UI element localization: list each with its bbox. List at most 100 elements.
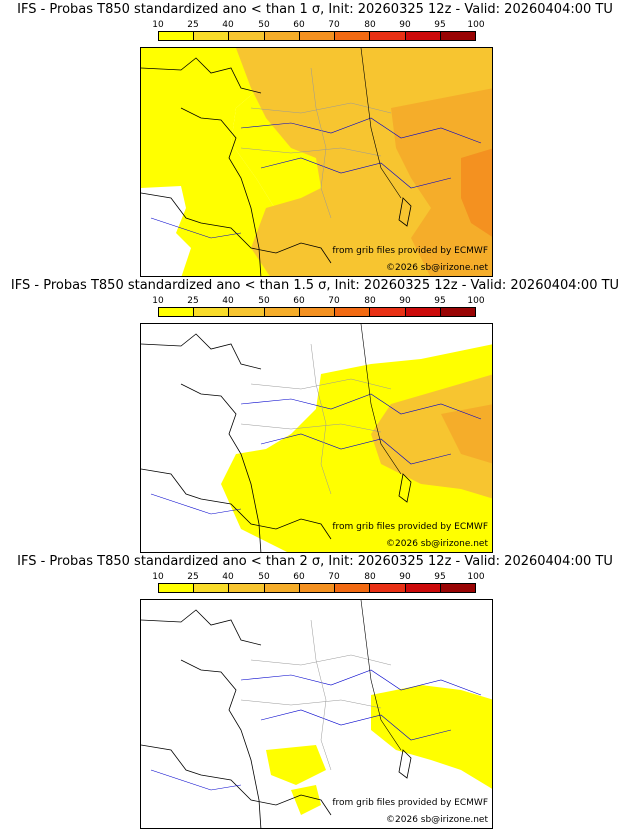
map-panel-3: IFS - Probas T850 standardized ano < tha… [0, 552, 630, 829]
region-boundary [240, 147, 382, 157]
colorbar-labels: 10 25 40 50 60 70 80 90 95 100 [140, 296, 484, 307]
prob-fill-60 [461, 148, 492, 237]
colorbar-swatch [194, 584, 230, 592]
colorbar-tick-label: 10 [152, 572, 164, 582]
river [150, 217, 242, 239]
colorbar-tick-label: 70 [328, 572, 340, 582]
colorbar-tick-label: 50 [258, 296, 270, 306]
data-credit: from grib files provided by ECMWF [332, 522, 488, 532]
region-boundary [310, 619, 332, 771]
prob-fill-low [371, 685, 492, 789]
colorbar-tick-label: 100 [467, 296, 485, 306]
coastline [141, 744, 332, 816]
colorbar-tick-label: 80 [364, 296, 376, 306]
colorbar-swatch [159, 584, 195, 592]
colorbar-swatch [194, 32, 230, 40]
region-boundary [310, 67, 332, 219]
map-panel-1: IFS - Probas T850 standardized ano < tha… [0, 0, 630, 277]
colorbar [158, 583, 476, 593]
coastline [180, 107, 262, 276]
colorbar-swatch [440, 32, 475, 40]
colorbar-tick-label: 50 [258, 572, 270, 582]
panel-title: IFS - Probas T850 standardized ano < tha… [10, 278, 620, 293]
colorbar-swatch [335, 32, 371, 40]
probability-map: from grib files provided by ECMWF ©2026 … [140, 599, 493, 829]
colorbar-swatch [440, 584, 475, 592]
region-boundary [240, 699, 382, 709]
colorbar-swatch [159, 308, 195, 316]
map-graphic [141, 600, 492, 828]
colorbar-tick-label: 90 [399, 20, 411, 30]
corsica-outline [398, 749, 412, 779]
data-credit: from grib files provided by ECMWF [332, 246, 488, 256]
colorbar-tick-label: 40 [222, 20, 234, 30]
colorbar-tick-label: 95 [434, 20, 446, 30]
prob-fill-50 [441, 404, 492, 464]
coastline [180, 383, 262, 552]
colorbar-swatch [370, 308, 406, 316]
colorbar-tick-label: 25 [187, 20, 199, 30]
colorbar-swatch [370, 32, 406, 40]
river [150, 493, 242, 515]
colorbar-tick-label: 40 [222, 296, 234, 306]
prob-fill-50 [391, 88, 492, 276]
panel-title: IFS - Probas T850 standardized ano < tha… [17, 554, 613, 569]
map-panel-2: IFS - Probas T850 standardized ano < tha… [0, 276, 630, 553]
colorbar-labels: 10 25 40 50 60 70 80 90 95 100 [140, 572, 484, 583]
colorbar-swatch [229, 584, 265, 592]
colorbar-tick-label: 70 [328, 296, 340, 306]
colorbar-swatch [194, 308, 230, 316]
colorbar-tick-label: 90 [399, 296, 411, 306]
river [240, 393, 482, 420]
copyright-credit: ©2026 sb@irizone.net [386, 539, 488, 549]
coastline [180, 659, 262, 828]
coastline [141, 609, 262, 646]
copyright-credit: ©2026 sb@irizone.net [386, 815, 488, 825]
coastline [141, 57, 262, 94]
colorbar-tick-label: 90 [399, 572, 411, 582]
colorbar-tick-label: 70 [328, 20, 340, 30]
region-boundary [250, 102, 392, 114]
prob-fill-40 [371, 374, 492, 499]
prob-fill-low [266, 745, 326, 785]
colorbar-tick-label: 95 [434, 296, 446, 306]
colorbar [158, 307, 476, 317]
colorbar-swatch [264, 584, 300, 592]
colorbar-tick-label: 25 [187, 296, 199, 306]
colorbar-swatch [440, 308, 475, 316]
river [150, 769, 242, 791]
region-boundary [240, 423, 382, 433]
river [260, 709, 452, 741]
colorbar-swatch [335, 308, 371, 316]
panel-title: IFS - Probas T850 standardized ano < tha… [17, 2, 613, 17]
corsica-outline [398, 473, 412, 503]
colorbar-swatch [370, 584, 406, 592]
region-boundary [310, 343, 332, 495]
colorbar-tick-label: 100 [467, 20, 485, 30]
colorbar-tick-label: 100 [467, 572, 485, 582]
map-graphic [141, 324, 492, 552]
colorbar-swatch [264, 308, 300, 316]
colorbar-tick-label: 40 [222, 572, 234, 582]
region-boundary [250, 654, 392, 666]
country-border [360, 48, 402, 199]
colorbar-tick-label: 60 [293, 572, 305, 582]
colorbar-tick-label: 60 [293, 296, 305, 306]
colorbar-swatch [264, 32, 300, 40]
colorbar-tick-label: 10 [152, 20, 164, 30]
colorbar [158, 31, 476, 41]
colorbar-tick-label: 10 [152, 296, 164, 306]
colorbar-swatch [405, 584, 441, 592]
colorbar-tick-label: 80 [364, 20, 376, 30]
colorbar-swatch [299, 32, 336, 40]
corsica-outline [398, 197, 412, 227]
river [240, 117, 482, 144]
probability-map: from grib files provided by ECMWF ©2026 … [140, 323, 493, 553]
coastline [141, 468, 332, 540]
coastline [141, 192, 332, 264]
colorbar-swatch [229, 32, 265, 40]
colorbar-swatch [159, 32, 195, 40]
river [260, 157, 452, 189]
colorbar-tick-label: 95 [434, 572, 446, 582]
copyright-credit: ©2026 sb@irizone.net [386, 263, 488, 273]
